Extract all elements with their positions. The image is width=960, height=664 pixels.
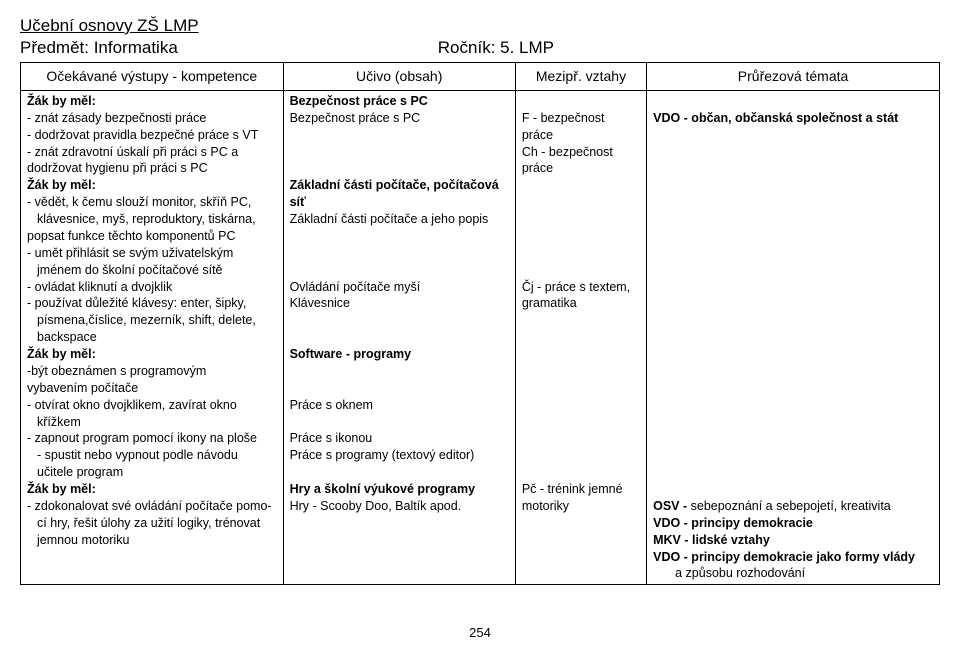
outcome-line: - znát zásady bezpečnosti práce xyxy=(27,111,206,125)
curriculum-table: Očekávané výstupy - kompetence Učivo (ob… xyxy=(20,62,940,585)
outcome-line: -být obeznámen s programovým xyxy=(27,364,206,378)
content-line: Základní části počítače a jeho popis xyxy=(290,212,489,226)
content-line: Práce s oknem xyxy=(290,398,373,412)
zak-heading: Žák by měl: xyxy=(27,178,96,192)
content-line: Práce s programy (textový editor) xyxy=(290,448,475,462)
outcome-line: vybavením počítače xyxy=(27,381,138,395)
subject-label: Předmět: Informatika xyxy=(20,38,178,58)
topic-line: a způsobu rozhodování xyxy=(653,565,933,582)
content-line: Práce s ikonou xyxy=(290,431,373,445)
cell-content: Bezpečnost práce s PC Bezpečnost práce s… xyxy=(283,90,515,584)
topic-line: VDO - principy demokracie jako formy vlá… xyxy=(653,550,915,564)
relation-line: Pč - trénink jemné xyxy=(522,482,623,496)
topic-line: VDO - občan, občanská společnost a stát xyxy=(653,111,898,125)
relation-line: F - bezpečnost xyxy=(522,111,605,125)
outcome-line: - znát zdravotní úskalí při práci s PC a xyxy=(27,145,238,159)
content-heading: Software - programy xyxy=(290,347,412,361)
relation-line: gramatika xyxy=(522,296,577,310)
table-header-row: Očekávané výstupy - kompetence Učivo (ob… xyxy=(21,63,940,91)
outcome-line: - umět přihlásit se svým uživatelským xyxy=(27,246,233,260)
col-header-topics: Průřezová témata xyxy=(647,63,940,91)
outcome-line: - dodržovat pravidla bezpečné práce s VT xyxy=(27,128,258,142)
table-row: Žák by měl: - znát zásady bezpečnosti pr… xyxy=(21,90,940,584)
content-line: Klávesnice xyxy=(290,296,350,310)
relation-line: práce xyxy=(522,128,553,142)
outcome-line: backspace xyxy=(27,329,277,346)
cell-topics: VDO - občan, občanská společnost a stát … xyxy=(647,90,940,584)
grade-label: Ročník: 5. LMP xyxy=(438,38,554,58)
content-line: Bezpečnost práce s PC xyxy=(290,111,421,125)
col-header-relations: Mezipř. vztahy xyxy=(515,63,646,91)
outcome-line: učitele program xyxy=(27,464,277,481)
outcome-line: - otvírat okno dvojklikem, zavírat okno xyxy=(27,398,237,412)
outcome-line: klávesnice, myš, reproduktory, tiskárna, xyxy=(27,211,277,228)
page: Učební osnovy ZŠ LMP Předmět: Informatik… xyxy=(0,0,960,660)
content-line: Ovládání počítače myší xyxy=(290,280,421,294)
cell-outcomes: Žák by měl: - znát zásady bezpečnosti pr… xyxy=(21,90,284,584)
zak-heading: Žák by měl: xyxy=(27,94,96,108)
outcome-line: - zapnout program pomocí ikony na ploše xyxy=(27,431,257,445)
topic-line: MKV - lidské vztahy xyxy=(653,533,770,547)
topic-line: VDO - principy demokracie xyxy=(653,516,813,530)
outcome-line: písmena,číslice, mezerník, shift, delete… xyxy=(27,312,277,329)
zak-heading: Žák by měl: xyxy=(27,482,96,496)
doc-title: Učební osnovy ZŠ LMP xyxy=(20,16,940,36)
topic-line: OSV - sebepoznání a sebepojetí, kreativi… xyxy=(653,499,891,513)
zak-heading: Žák by měl: xyxy=(27,347,96,361)
subject-row: Předmět: Informatika Ročník: 5. LMP xyxy=(20,38,940,58)
cell-relations: F - bezpečnost práce Ch - bezpečnost prá… xyxy=(515,90,646,584)
outcome-line: - zdokonalovat své ovládání počítače pom… xyxy=(27,499,272,513)
outcome-line: cí hry, řešit úlohy za užití logiky, tré… xyxy=(27,515,277,532)
outcome-line: jemnou motoriku xyxy=(27,532,277,549)
relation-line: Čj - práce s textem, xyxy=(522,280,630,294)
relation-line: Ch - bezpečnost xyxy=(522,145,613,159)
outcome-line: - vědět, k čemu slouží monitor, skříň PC… xyxy=(27,195,251,209)
relation-line: práce xyxy=(522,161,553,175)
col-header-outcomes: Očekávané výstupy - kompetence xyxy=(21,63,284,91)
content-line: Hry - Scooby Doo, Baltík apod. xyxy=(290,499,462,513)
outcome-line: popsat funkce těchto komponentů PC xyxy=(27,229,235,243)
outcome-line: - spustit nebo vypnout podle návodu xyxy=(27,447,277,464)
page-number: 254 xyxy=(20,625,940,640)
relation-line: motoriky xyxy=(522,499,569,513)
col-header-content: Učivo (obsah) xyxy=(283,63,515,91)
content-heading: Základní části počítače, počítačová síť xyxy=(290,178,499,209)
content-heading: Hry a školní výukové programy xyxy=(290,482,476,496)
outcome-line: křížkem xyxy=(27,414,277,431)
content-heading: Bezpečnost práce s PC xyxy=(290,94,428,108)
outcome-line: jménem do školní počítačové sítě xyxy=(27,262,277,279)
outcome-line: dodržovat hygienu při práci s PC xyxy=(27,161,208,175)
outcome-line: - používat důležité klávesy: enter, šipk… xyxy=(27,296,246,310)
outcome-line: - ovládat kliknutí a dvojklik xyxy=(27,280,172,294)
